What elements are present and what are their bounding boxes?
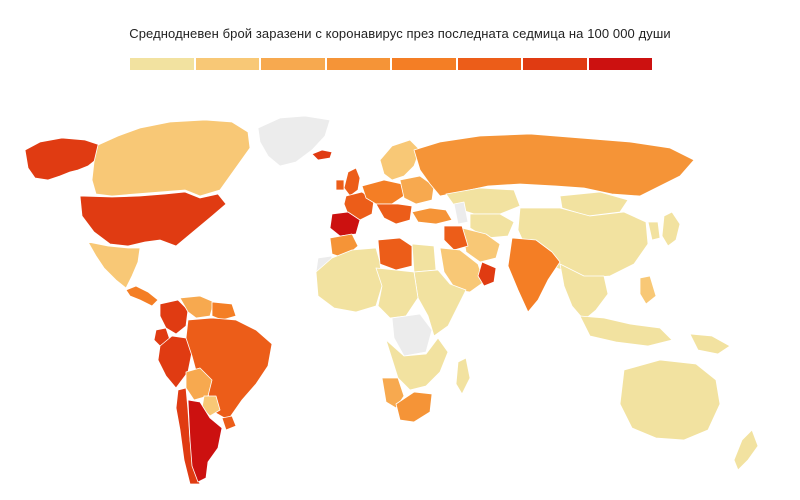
region-india[interactable] [507,237,561,313]
legend-swatch-4 [326,58,390,70]
region-caspian-sea [453,201,469,225]
region-uk[interactable] [343,167,361,197]
region-greenland[interactable] [257,115,331,167]
region-brazil[interactable] [185,317,273,421]
region-turkey[interactable] [411,207,453,225]
region-iraq[interactable] [443,225,469,251]
region-central-europe[interactable] [361,179,405,205]
region-central-africa[interactable] [375,267,419,319]
region-east-africa[interactable] [413,269,467,337]
region-guianas[interactable] [211,301,237,321]
region-eastern-europe[interactable] [399,175,435,205]
region-australia[interactable] [619,359,721,441]
legend-swatch-5 [392,58,456,70]
legend-swatch-7 [523,58,587,70]
region-new-zealand[interactable] [733,429,759,471]
region-southern-africa[interactable] [385,337,449,391]
region-iceland[interactable] [311,149,333,161]
region-indonesia[interactable] [579,315,673,347]
region-central-asia[interactable] [469,213,515,239]
region-argentina[interactable] [187,399,223,483]
region-egypt[interactable] [411,243,437,273]
region-alaska[interactable] [24,137,101,181]
region-colombia[interactable] [159,299,189,335]
region-scandinavia[interactable] [379,139,421,181]
region-south-africa[interactable] [395,391,433,423]
region-korea[interactable] [647,221,661,241]
legend-swatch-8 [588,58,652,70]
region-chile[interactable] [175,387,201,485]
legend-swatch-1 [130,58,194,70]
region-dr-congo[interactable] [391,313,433,357]
legend-swatch-2 [195,58,259,70]
region-france[interactable] [343,191,375,221]
region-ireland[interactable] [335,179,345,191]
region-oman[interactable] [477,261,497,287]
world-choropleth-map [24,115,759,485]
region-papua-new-guinea[interactable] [689,333,731,355]
region-venezuela[interactable] [179,295,215,319]
region-canada[interactable] [91,119,251,197]
region-madagascar[interactable] [455,357,471,395]
region-uruguay[interactable] [221,415,237,431]
region-iran[interactable] [461,227,501,263]
region-arabia[interactable] [439,247,485,293]
region-balkans[interactable] [375,203,413,225]
region-usa[interactable] [79,191,227,247]
map-title: Среднодневен брой заразени с коронавирус… [129,26,671,41]
region-central-america[interactable] [125,285,159,307]
region-russia[interactable] [413,133,695,197]
legend-swatch-3 [261,58,325,70]
legend-swatch-6 [457,58,521,70]
region-mexico[interactable] [87,241,141,289]
region-iberia[interactable] [329,211,361,237]
region-se-asia[interactable] [559,263,609,321]
region-mongolia[interactable] [559,191,629,217]
region-japan[interactable] [661,211,681,247]
region-libya[interactable] [377,237,413,271]
region-philippines[interactable] [639,275,657,305]
color-scale-legend [130,58,652,70]
